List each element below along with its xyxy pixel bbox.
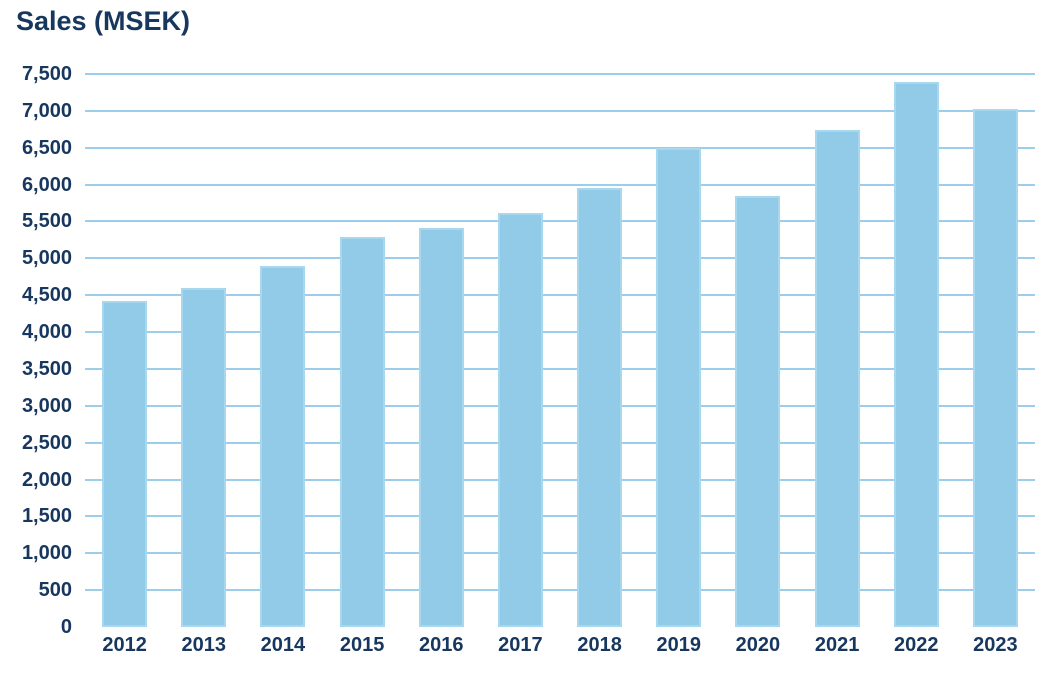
x-axis-label: 2016: [419, 634, 464, 656]
y-axis-label: 6,500: [21, 136, 72, 159]
y-axis-label: 4,000: [21, 321, 72, 344]
gridline: [85, 478, 1035, 481]
gridline: [85, 220, 1035, 223]
gridline: [85, 146, 1035, 149]
y-axis-label: 2,500: [21, 431, 72, 454]
gridline: [85, 73, 1035, 75]
gridline: [85, 404, 1035, 407]
gridline: [85, 294, 1035, 297]
x-axis-label: 2012: [102, 634, 147, 656]
y-axis-label: 2,000: [21, 468, 72, 491]
bar-2014: [260, 265, 306, 627]
bar-2013: [181, 287, 227, 627]
gridline: [85, 331, 1035, 334]
bar-2023: [972, 108, 1018, 627]
bar-2016: [418, 228, 464, 627]
gridline: [85, 257, 1035, 260]
bar-2018: [577, 188, 623, 627]
gridline: [85, 589, 1035, 592]
y-axis-label: 500: [38, 579, 72, 602]
y-axis-label: 4,500: [21, 284, 72, 307]
y-axis-label: 3,000: [21, 394, 72, 417]
x-axis-label: 2023: [973, 634, 1018, 656]
x-axis-label: 2019: [656, 634, 702, 656]
bar-2019: [656, 147, 702, 627]
x-axis-label: 2017: [498, 634, 543, 656]
x-axis-label: 2015: [339, 634, 385, 656]
bar-2015: [339, 236, 385, 627]
y-axis-label: 1,500: [21, 505, 72, 528]
gridline: [85, 183, 1035, 186]
gridline: [85, 552, 1035, 555]
x-axis-label: 2014: [260, 634, 306, 656]
y-axis-label: 7,500: [21, 63, 72, 85]
x-axis-label: 2020: [735, 634, 781, 656]
bar-2012: [102, 301, 148, 627]
x-axis-label: 2022: [894, 634, 939, 656]
bar-2017: [497, 212, 543, 627]
bar-2021: [814, 130, 860, 627]
y-axis-label: 7,000: [21, 99, 72, 122]
y-axis-label: 1,000: [21, 542, 72, 565]
gridline: [85, 441, 1035, 444]
x-axis-label: 2018: [577, 634, 622, 656]
y-axis-label: 5,500: [21, 210, 72, 233]
gridline: [85, 109, 1035, 112]
x-axis-label: 2013: [181, 634, 227, 656]
gridline: [85, 515, 1035, 518]
x-axis-label: 2021: [814, 634, 860, 656]
y-axis-label: 0: [60, 616, 72, 638]
y-axis-label: 3,500: [21, 357, 72, 380]
y-axis-label: 5,000: [21, 247, 72, 270]
chart-title: Sales (MSEK): [16, 6, 191, 36]
bar-2022: [893, 82, 939, 627]
gridline: [85, 367, 1035, 370]
bar-2020: [735, 195, 781, 627]
y-axis-label: 6,000: [21, 173, 72, 196]
